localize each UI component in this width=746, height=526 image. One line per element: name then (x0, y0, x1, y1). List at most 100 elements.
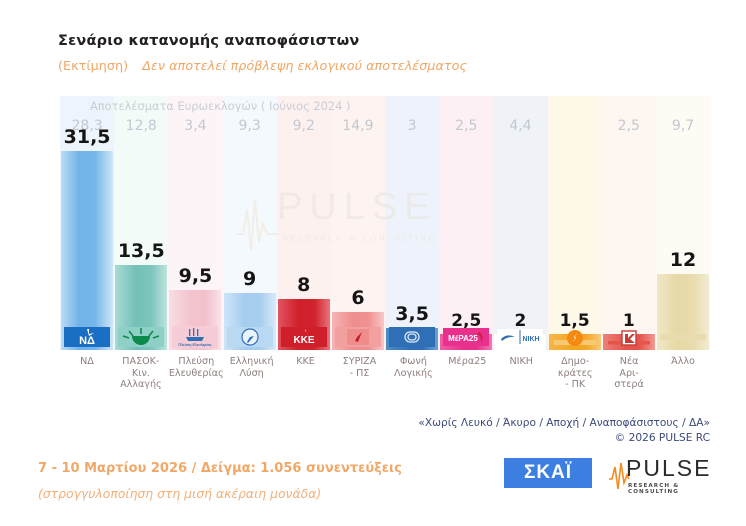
x-axis-label-line: ΚΚΕ (296, 356, 315, 367)
x-axis-label-line: ΝΔ (80, 356, 94, 367)
pulse-logo-text: PULSE (626, 455, 712, 481)
bar-value-label: 13,5 (117, 240, 165, 262)
x-axis-label: ΠΑΣΟΚ-Κιν. Αλλαγής (114, 356, 168, 402)
skai-logo-text: ΣΚΑΪ (523, 462, 573, 483)
allo-logo (659, 326, 706, 348)
copyright-text: © 2026 PULSE RC (614, 432, 710, 444)
x-axis-label-line: Φωνή (399, 356, 427, 367)
page-title: Σενάριο κατανομής αναποφάσιστων (58, 33, 360, 49)
chart-column: 9,2 8 ΚΚΕ (276, 96, 331, 350)
bar-group: 9 (223, 270, 277, 350)
euro-result-value: 2,5 (617, 118, 640, 134)
svg-text:ΝΔ: ΝΔ (79, 335, 95, 347)
pasok-logo (118, 326, 165, 348)
x-axis-labels: ΝΔ ΠΑΣΟΚ-Κιν. Αλλαγής Πλεύση Ελευθερίας Ελλην… (60, 356, 710, 402)
bar (331, 312, 384, 350)
bar-value-label: 3,5 (395, 303, 429, 325)
x-axis-label: Δημο-κράτες - ΠΚ (548, 356, 602, 402)
x-axis-label-line: ΣΥΡΙΖΑ (342, 356, 377, 367)
bar-value-label: 9 (242, 268, 257, 290)
chart-columns: 28,3 31,5 ΝΔ 12,8 13,5 3,4 9,5 Πλεύση Ελευθερία… (60, 96, 711, 350)
x-axis-label-line: κράτες (557, 367, 593, 379)
x-axis-label: Νέα Αρι-στερά (602, 356, 656, 402)
x-axis-label: Ελληνική Λύση (225, 356, 279, 402)
x-axis-label-line: Νέα (619, 356, 639, 367)
fieldwork-dateline: 7 - 10 Μαρτίου 2026 / Δείγμα: 1.056 συνε… (38, 461, 402, 476)
chart-column: 2,5 2,5 ΜέΡΑ25 (439, 96, 494, 350)
chart-column: 9,7 12 (655, 96, 711, 350)
x-axis-label-line: ΝΙΚΗ (509, 356, 533, 367)
x-axis-label-line: Ελληνική (229, 356, 274, 367)
euro-results-label: Αποτελέσματα Ευρωεκλογών ( Ιούνιος 2024 … (90, 99, 351, 113)
bar-value-label: 31,5 (63, 126, 111, 148)
x-axis-label-line: Πλεύση (178, 356, 215, 367)
mera25-logo: ΜέΡΑ25 (443, 326, 490, 348)
chart-column: 4,4 2 ΝΙΚΗ (493, 96, 548, 350)
x-axis-label: ΝΔ (60, 356, 114, 402)
chart-column: 12,8 13,5 (114, 96, 169, 350)
skai-logo: ΣΚΑΪ (504, 458, 592, 488)
bar-value-label: 8 (297, 274, 311, 296)
x-axis-label-line: Μέρα25 (448, 356, 487, 367)
bar-group: 8 ΚΚΕ (277, 276, 331, 350)
bar (548, 330, 601, 350)
svg-text:ΜέΡΑ25: ΜέΡΑ25 (448, 334, 478, 343)
x-axis-label-line: Λογικής (394, 367, 433, 379)
x-axis-label: Μέρα25 (440, 356, 494, 402)
chart-column: 1,5 (547, 96, 602, 350)
x-axis-label-line: Άλλο (671, 356, 695, 367)
bar (115, 265, 168, 350)
euro-result-value: 9,3 (238, 118, 261, 134)
bar-value-label: 12 (669, 249, 697, 271)
bar-group: 31,5 ΝΔ (60, 128, 114, 350)
syriza-logo (334, 326, 381, 348)
svg-text:Πλεύση Ελευθερίας: Πλεύση Ελευθερίας (179, 343, 212, 347)
disclaimer-text: Δεν αποτελεί πρόβλεψη εκλογικού αποτελέσ… (142, 59, 467, 74)
footnote: «Χωρίς Λευκό / Άκυρο / Αποχή / Αναποφάσι… (418, 416, 710, 446)
pulse-logo: PULSE RESEARCH & CONSULTING (608, 455, 718, 495)
nea-aristera-logo (606, 326, 652, 348)
bar-chart: 28,3 31,5 ΝΔ 12,8 13,5 3,4 9,5 Πλεύση Ελευθερία… (60, 96, 711, 350)
bar-group: 6 (331, 289, 385, 350)
bar (602, 330, 655, 350)
bar-group: 3,5 (385, 305, 439, 350)
euro-result-value: 9,7 (671, 118, 695, 134)
bar: ΝΙΚΗ (494, 329, 547, 350)
euro-result-value: 4,4 (509, 118, 532, 134)
niki-logo: ΝΙΚΗ (497, 326, 544, 348)
x-axis-label-line: - ΠΣ (349, 367, 370, 379)
bar-group: 9,5 Πλεύση Ελευθερίας (168, 267, 222, 350)
x-axis-label-line: στερά (614, 379, 644, 390)
bar-value-label: 6 (351, 287, 365, 309)
bar-value-label: 2,5 (451, 311, 482, 331)
bar-group: 2,5 ΜέΡΑ25 (439, 313, 493, 350)
euro-result-value: 2,5 (455, 118, 478, 134)
chart-column: 14,9 6 (330, 96, 386, 350)
x-axis-label: Πλεύση Ελευθερίας (168, 356, 225, 402)
chart-column: 28,3 31,5 ΝΔ (60, 96, 115, 350)
pulse-waveform-icon (609, 462, 630, 490)
euro-result-value: 3 (407, 118, 417, 134)
bar-value-label: 9,5 (178, 265, 213, 287)
pulse-logo-tagline: RESEARCH & CONSULTING (628, 483, 680, 495)
euro-result-value: 3,4 (184, 118, 207, 134)
bar (386, 327, 439, 350)
chart-column: 9,3 9 (222, 96, 277, 350)
x-axis-label-line: Ελευθερίας (168, 367, 224, 379)
plefsi-eleftherias-logo: Πλεύση Ελευθερίας (172, 326, 219, 348)
bar: ΝΔ (61, 151, 114, 350)
euro-result-value: 12,8 (125, 118, 157, 134)
svg-text:ΚΚΕ: ΚΚΕ (293, 335, 314, 346)
chart-column: 3 3,5 (385, 96, 440, 350)
euro-result-value: 14,9 (342, 118, 374, 134)
bar-group: 1 (602, 313, 656, 350)
bar-group: 2 ΝΙΚΗ (493, 313, 547, 350)
x-axis-label: ΚΚΕ (279, 356, 333, 402)
dimokrates-logo (552, 326, 598, 348)
x-axis-label-line: Λύση (239, 367, 264, 379)
bar-group: 1,5 (548, 313, 602, 350)
svg-text:ΝΙΚΗ: ΝΙΚΗ (523, 336, 540, 343)
x-axis-label: Άλλο (656, 356, 710, 402)
bar (223, 293, 276, 350)
